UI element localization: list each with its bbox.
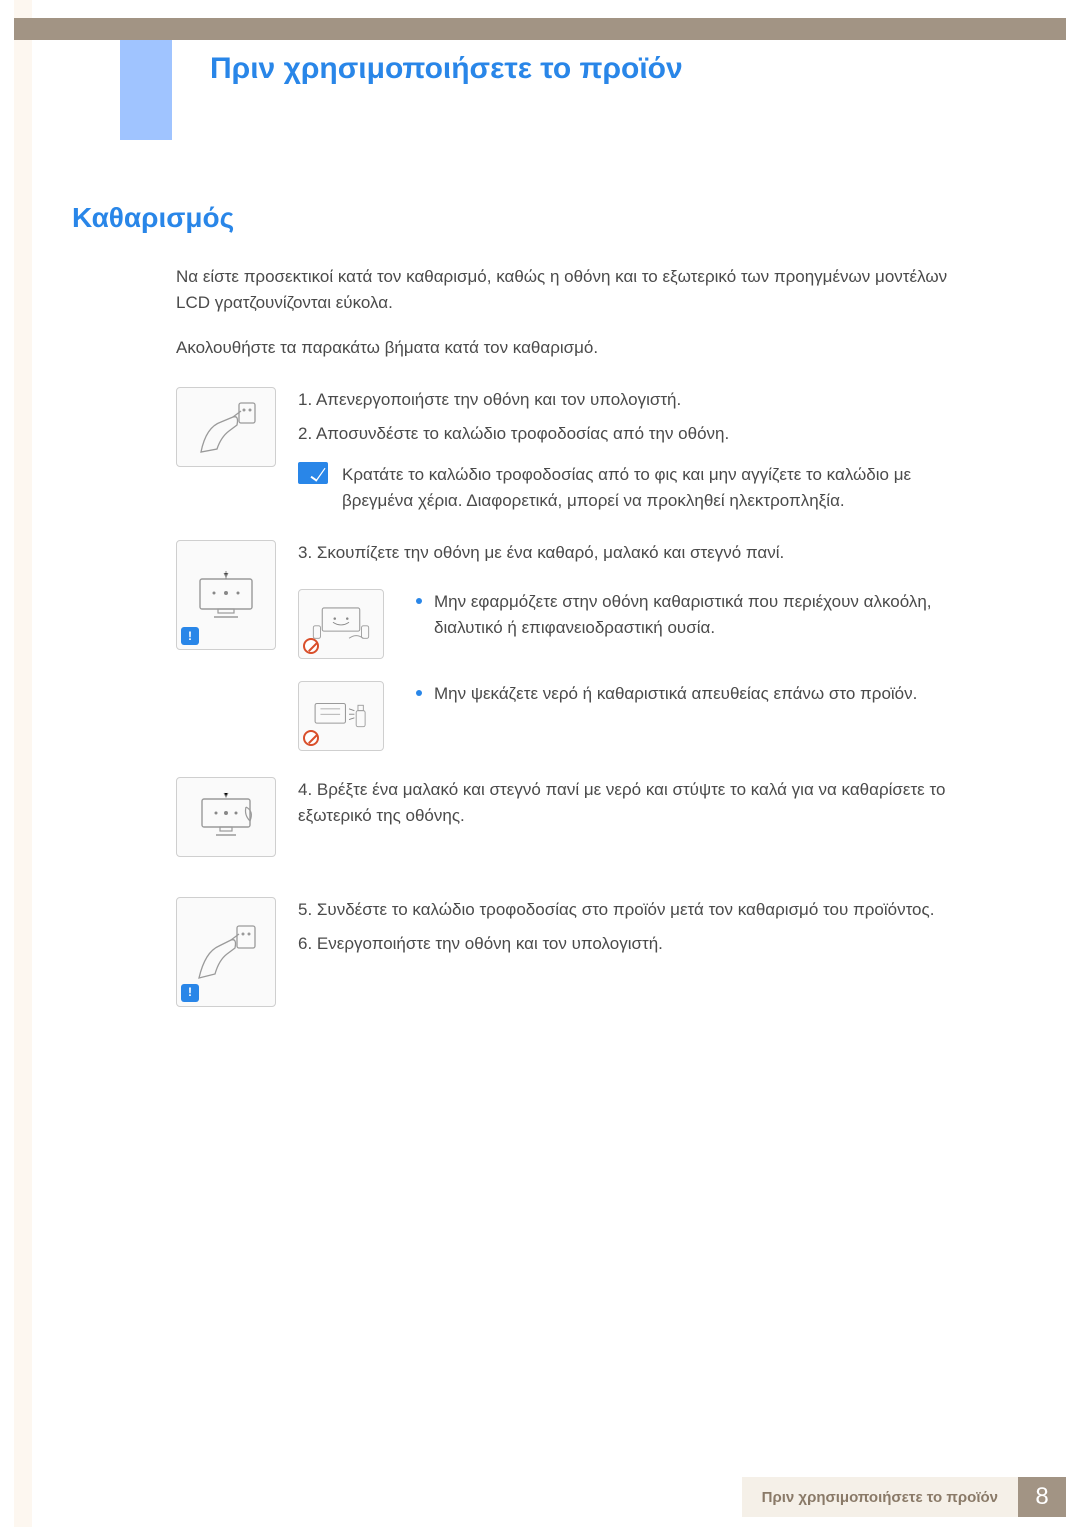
- note-1-text: Κρατάτε το καλώδιο τροφοδοσίας από το φι…: [342, 462, 956, 515]
- step-2-text: 2. Αποσυνδέστε το καλώδιο τροφοδοσίας απ…: [298, 421, 956, 447]
- sub-block-a: Μην εφαρμόζετε στην οθόνη καθαριστικά πο…: [298, 589, 956, 659]
- monitor-sparkle-icon: [194, 569, 258, 621]
- bullet-list-a: Μην εφαρμόζετε στην οθόνη καθαριστικά πο…: [412, 589, 956, 659]
- hand-plug-icon: [191, 397, 261, 457]
- section-title: Καθαρισμός: [72, 202, 234, 234]
- footer-label: Πριν χρησιμοποιήσετε το προϊόν: [742, 1477, 1018, 1517]
- page-number: 8: [1018, 1477, 1066, 1517]
- intro-paragraph-2: Ακολουθήστε τα παρακάτω βήματα κατά τον …: [176, 335, 956, 361]
- prohibit-icon: [303, 638, 319, 654]
- header-bar: [14, 18, 1066, 40]
- step-block-1: 1. Απενεργοποιήστε την οθόνη και τον υπο…: [176, 387, 956, 514]
- step-6-text: 6. Ενεργοποιήστε την οθόνη και τον υπολο…: [298, 931, 956, 957]
- step-block-5: ! 5. Συνδέστε το καλώδιο τροφοδοσίας στο…: [176, 897, 956, 1007]
- footer: Πριν χρησιμοποιήσετε το προϊόν 8: [14, 1477, 1066, 1517]
- intro-paragraph-1: Να είστε προσεκτικοί κατά τον καθαρισμό,…: [176, 264, 956, 317]
- hand-plug-icon: [191, 922, 261, 982]
- step-5-text: 5. Συνδέστε το καλώδιο τροφοδοσίας στο π…: [298, 897, 956, 923]
- step-1-text: 1. Απενεργοποιήστε την οθόνη και τον υπο…: [298, 387, 956, 413]
- illustration-damp-cloth: [176, 777, 276, 857]
- step-4-text: 4. Βρέξτε ένα μαλακό και στεγνό πανί με …: [298, 777, 956, 830]
- page-title: Πριν χρησιμοποιήσετε το προϊόν: [210, 52, 683, 86]
- bullet-list-b: Μην ψεκάζετε νερό ή καθαριστικά απευθεία…: [412, 681, 917, 751]
- illustration-no-chemicals: [298, 589, 388, 659]
- illustration-unplug: [176, 387, 276, 514]
- info-icon: !: [181, 984, 199, 1002]
- prohibit-icon: [303, 730, 319, 746]
- monitor-cloth-icon: [194, 791, 258, 843]
- info-icon: !: [181, 627, 199, 645]
- sub-block-b: Μην ψεκάζετε νερό ή καθαριστικά απευθεία…: [298, 681, 956, 751]
- illustration-wipe: !: [176, 540, 276, 750]
- left-stripe: [14, 0, 32, 1527]
- illustration-no-spray: [298, 681, 388, 751]
- illustration-reconnect: !: [176, 897, 276, 1007]
- step-block-3: ! 3. Σκουπίζετε την οθόνη με ένα καθαρό,…: [176, 540, 956, 750]
- bullet-b: Μην ψεκάζετε νερό ή καθαριστικά απευθεία…: [412, 681, 917, 707]
- pencil-note-icon: [298, 462, 328, 484]
- bullet-a: Μην εφαρμόζετε στην οθόνη καθαριστικά πο…: [412, 589, 956, 642]
- step-block-4: 4. Βρέξτε ένα μαλακό και στεγνό πανί με …: [176, 777, 956, 857]
- content-area: Να είστε προσεκτικοί κατά τον καθαρισμό,…: [176, 264, 956, 1007]
- chapter-tab: [120, 40, 172, 140]
- step-3-text: 3. Σκουπίζετε την οθόνη με ένα καθαρό, μ…: [298, 540, 956, 566]
- note-row-1: Κρατάτε το καλώδιο τροφοδοσίας από το φι…: [298, 462, 956, 515]
